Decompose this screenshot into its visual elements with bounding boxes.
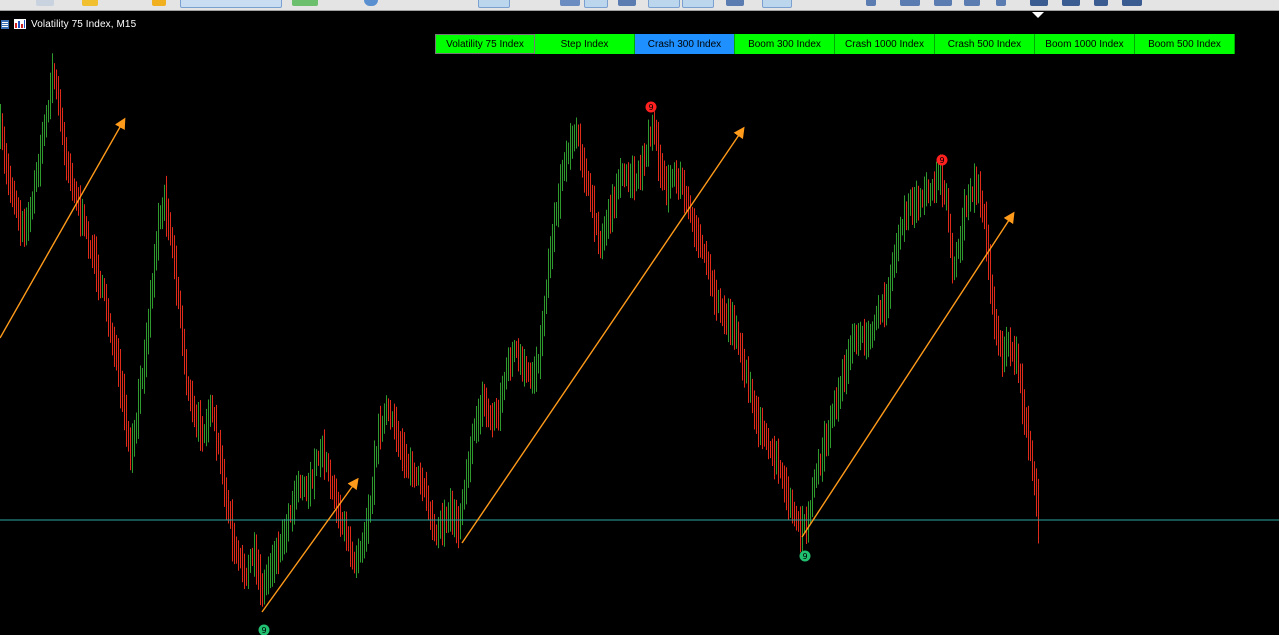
buy-signal-marker[interactable]: 9	[799, 550, 811, 562]
toolbar-button[interactable]	[478, 0, 510, 8]
symbol-button-boom-500[interactable]: Boom 500 Index	[1135, 34, 1235, 54]
toolbar-button[interactable]	[1094, 0, 1108, 6]
signal-marker-label: 9	[648, 103, 653, 112]
toolbar-button[interactable]	[560, 0, 580, 6]
signal-marker-label: 9	[802, 552, 807, 561]
signal-marker-circle	[799, 550, 811, 562]
signal-marker-label: 9	[261, 626, 266, 635]
symbol-button-volatility-75[interactable]: Volatility 75 Index	[435, 34, 535, 54]
toolbar-button[interactable]	[1030, 0, 1048, 6]
toolbar-button[interactable]	[1062, 0, 1080, 6]
symbol-button-step-index[interactable]: Step Index	[535, 34, 635, 54]
trend-arrow[interactable]	[801, 211, 1015, 538]
toolbar-button[interactable]	[866, 0, 876, 6]
signal-markers: 9 9 9 9	[258, 101, 948, 635]
toolbar-button[interactable]	[964, 0, 980, 6]
signal-marker-circle	[258, 624, 270, 635]
toolbar-button[interactable]	[152, 0, 166, 6]
chart-window-icon	[1, 19, 9, 29]
toolbar-button[interactable]	[900, 0, 920, 6]
chart-title: Volatility 75 Index, M15	[31, 18, 137, 30]
symbol-button-boom-300[interactable]: Boom 300 Index	[735, 34, 835, 54]
toolbar-button[interactable]	[1122, 0, 1142, 6]
toolbar-button[interactable]	[726, 0, 744, 6]
signal-marker-circle	[936, 154, 948, 166]
toolbar-button[interactable]	[292, 0, 318, 6]
chart-header: Volatility 75 Index, M15	[0, 14, 136, 34]
timeframe-selector[interactable]	[180, 0, 282, 8]
toolbar-button[interactable]	[934, 0, 952, 6]
buy-signal-marker[interactable]: 9	[258, 624, 270, 635]
symbol-button-bar: Volatility 75 Index Step Index Crash 300…	[435, 34, 1235, 54]
toolbar-button[interactable]	[648, 0, 680, 8]
symbol-button-crash-300[interactable]: Crash 300 Index	[635, 34, 735, 54]
symbol-button-crash-500[interactable]: Crash 500 Index	[935, 34, 1035, 54]
chart-shift-marker-icon[interactable]	[1032, 12, 1044, 18]
toolbar-button[interactable]	[762, 0, 792, 8]
bar-chart-icon	[14, 19, 26, 29]
terminal-toolbar	[0, 0, 1279, 11]
toolbar-button[interactable]	[682, 0, 714, 8]
toolbar-button[interactable]	[36, 0, 54, 6]
toolbar-button[interactable]	[618, 0, 636, 6]
symbol-button-crash-1000[interactable]: Crash 1000 Index	[835, 34, 935, 54]
sell-signal-marker[interactable]: 9	[936, 154, 948, 166]
signal-marker-label: 9	[939, 156, 944, 165]
trend-arrows	[0, 117, 1015, 613]
signal-marker-circle	[645, 101, 657, 113]
toolbar-button[interactable]	[996, 0, 1006, 6]
toolbar-button[interactable]	[364, 0, 378, 6]
trend-arrow[interactable]	[0, 117, 126, 339]
candle-series	[0, 53, 1039, 607]
symbol-button-boom-1000[interactable]: Boom 1000 Index	[1035, 34, 1135, 54]
trend-arrow[interactable]	[261, 477, 359, 613]
toolbar-button[interactable]	[82, 0, 98, 6]
trend-arrow[interactable]	[461, 126, 745, 544]
toolbar-button[interactable]	[584, 0, 608, 8]
sell-signal-marker[interactable]: 9	[645, 101, 657, 113]
